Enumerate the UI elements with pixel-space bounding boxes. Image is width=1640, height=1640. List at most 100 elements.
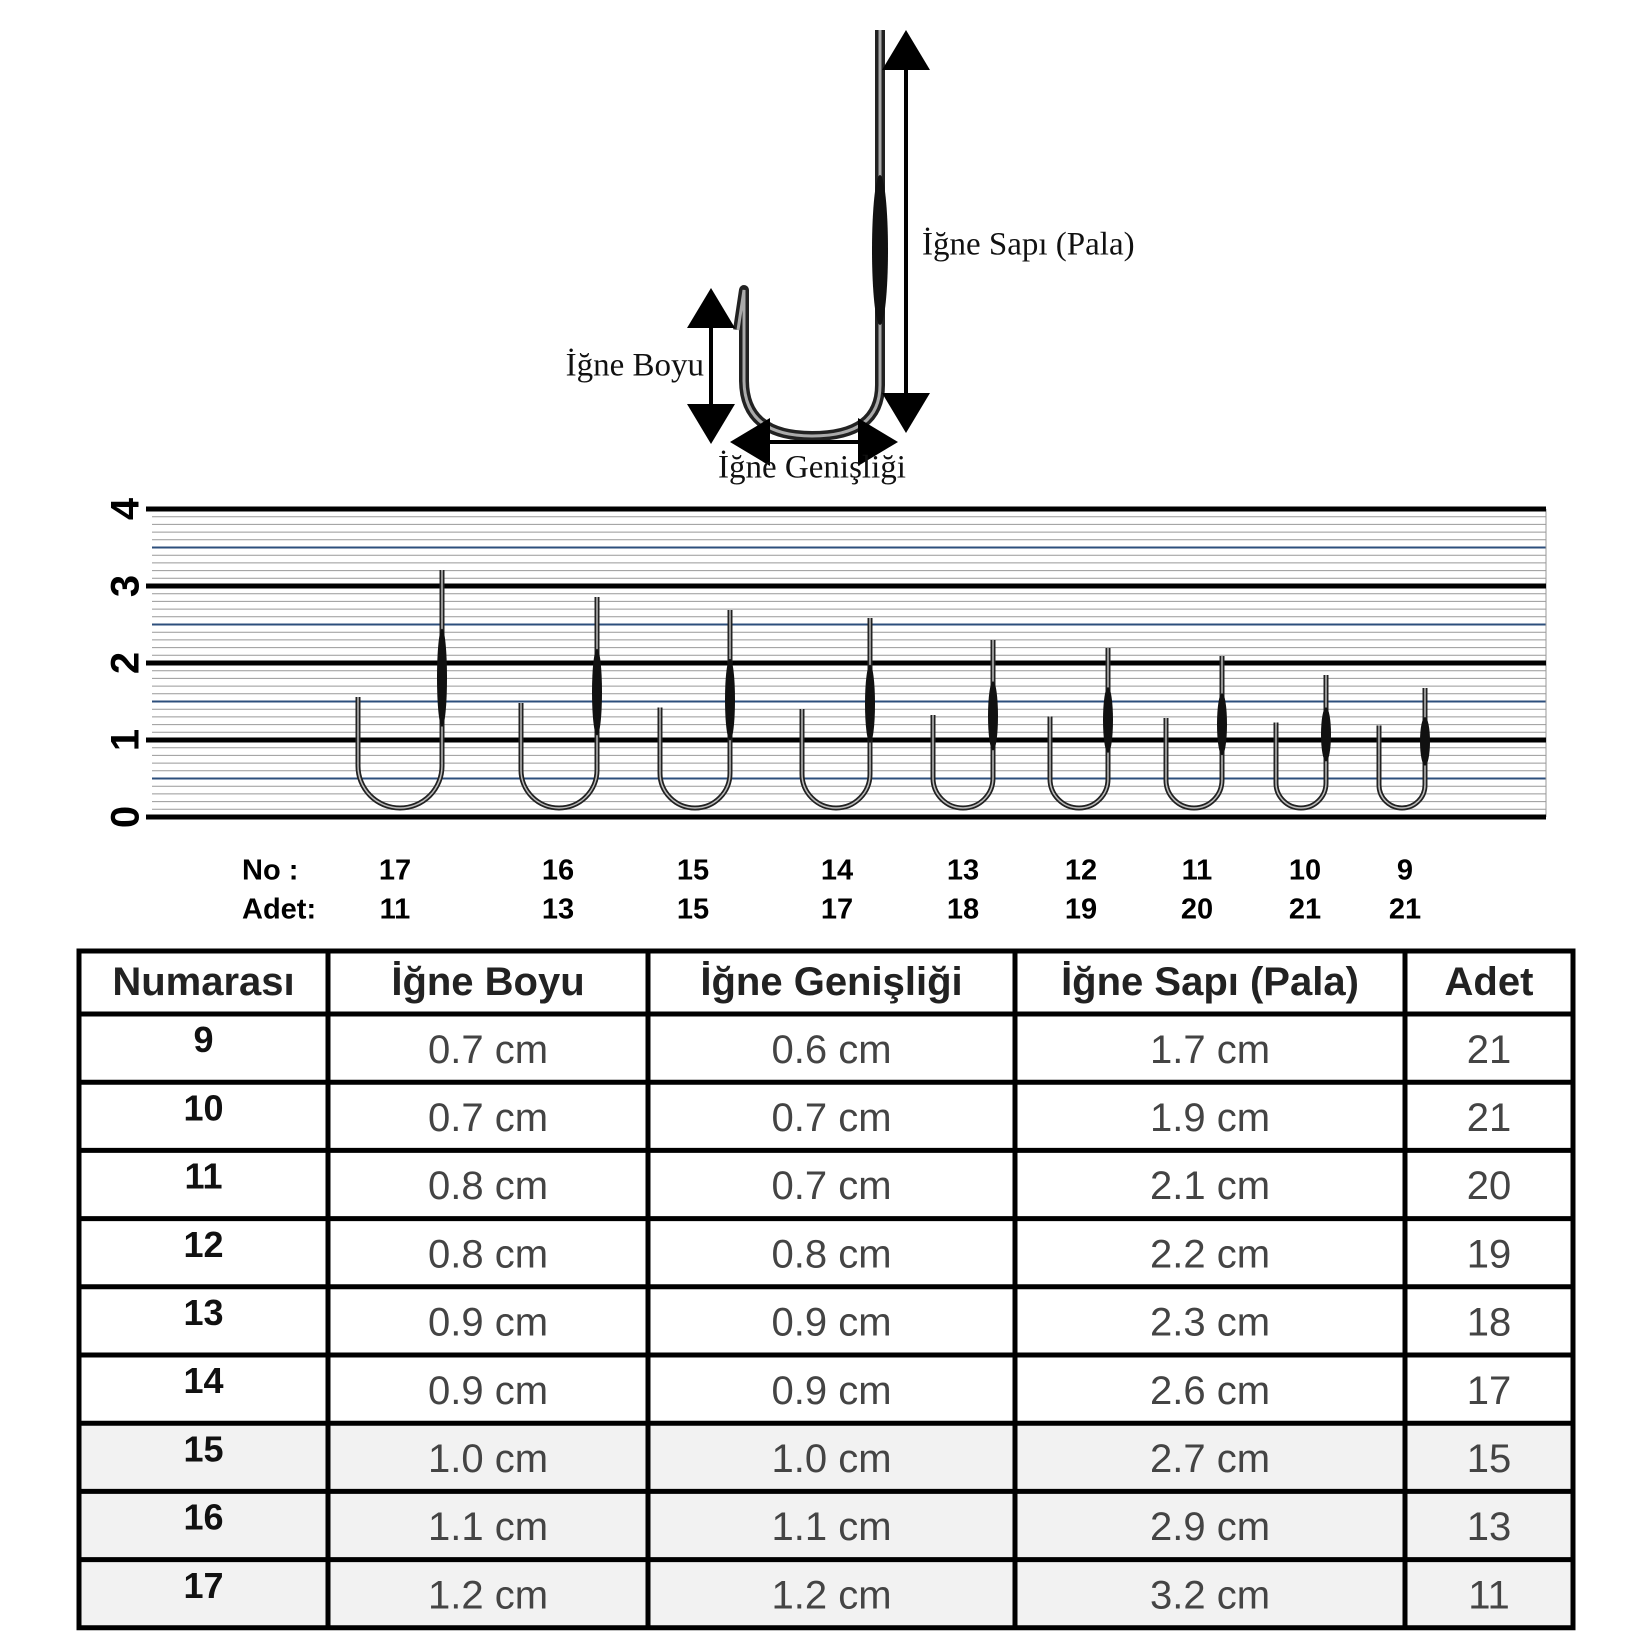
hook-shine <box>1049 648 1109 809</box>
header-cell: İğne Genişliği <box>700 960 962 1004</box>
hook-number: 9 <box>1397 855 1413 887</box>
number-cell: 12 <box>183 1224 223 1265</box>
number-cell: 10 <box>183 1087 223 1128</box>
value-cell: 1.1 cm <box>428 1505 548 1549</box>
hook-number: 12 <box>1065 855 1097 887</box>
value-cell: 0.7 cm <box>428 1096 548 1140</box>
value-cell: 0.9 cm <box>428 1369 548 1413</box>
value-cell: 13 <box>1467 1505 1512 1549</box>
header-cell: İğne Sapı (Pala) <box>1061 960 1359 1004</box>
hook-number: 13 <box>947 855 979 887</box>
value-cell: 11 <box>1468 1573 1510 1617</box>
value-cell: 17 <box>1467 1369 1512 1413</box>
value-cell: 0.9 cm <box>771 1301 891 1345</box>
hook-number: 10 <box>1289 855 1321 887</box>
header-cell: İğne Boyu <box>391 960 584 1004</box>
hook-shine <box>801 618 871 809</box>
value-cell: 0.7 cm <box>771 1164 891 1208</box>
no-label: No : <box>242 855 298 887</box>
number-cell: 11 <box>184 1156 222 1197</box>
number-cell: 14 <box>183 1360 223 1401</box>
value-cell: 1.9 cm <box>1150 1096 1270 1140</box>
number-cell: 15 <box>183 1428 223 1469</box>
value-cell: 19 <box>1467 1232 1512 1276</box>
hook-shank <box>725 658 735 741</box>
value-cell: 0.6 cm <box>771 1028 891 1072</box>
value-cell: 1.2 cm <box>771 1573 891 1617</box>
value-cell: 1.0 cm <box>771 1437 891 1481</box>
value-cell: 1.1 cm <box>771 1505 891 1549</box>
hook-count: 13 <box>542 894 574 926</box>
hook-count: 21 <box>1389 894 1421 926</box>
value-cell: 2.2 cm <box>1150 1232 1270 1276</box>
hook-shank <box>1103 687 1113 753</box>
hook-number: 16 <box>542 855 574 887</box>
value-cell: 1.2 cm <box>428 1573 548 1617</box>
hooks <box>355 570 1430 811</box>
shank-label: İğne Sapı (Pala) <box>922 227 1135 263</box>
hook-count: 17 <box>821 894 853 926</box>
hook-shine <box>357 570 443 809</box>
value-cell: 0.9 cm <box>771 1369 891 1413</box>
value-cell: 0.8 cm <box>771 1232 891 1276</box>
width-label: İğne Genişliği <box>718 450 906 486</box>
hook-number: 14 <box>821 855 853 887</box>
hook-labels: No : Adet: 17 11 16 13 15 15 14 17 13 18 12 19 11 20 10 2… <box>242 855 1421 926</box>
hook <box>1047 648 1111 811</box>
number-cell: 9 <box>193 1019 213 1060</box>
hook-shine <box>1275 675 1327 809</box>
value-cell: 0.7 cm <box>428 1028 548 1072</box>
ruler: 0 1 2 3 4 <box>104 497 1547 828</box>
hook-count: 20 <box>1181 894 1213 926</box>
ruler-tick-label: 4 <box>104 497 148 520</box>
hook-count: 21 <box>1289 894 1321 926</box>
hook-number: 17 <box>379 855 411 887</box>
hook-shank <box>1420 717 1430 766</box>
value-cell: 21 <box>1467 1028 1512 1072</box>
value-cell: 0.9 cm <box>428 1301 548 1345</box>
hook-shank <box>1217 693 1227 756</box>
value-cell: 1.7 cm <box>1150 1028 1270 1072</box>
hook-count: 18 <box>947 894 979 926</box>
hook-shank <box>437 628 447 727</box>
value-cell: 20 <box>1467 1164 1512 1208</box>
length-label: İğne Boyu <box>566 348 704 384</box>
hook-shine <box>1165 656 1223 809</box>
ruler-tick-label: 1 <box>104 729 148 751</box>
ruler-tick-label: 3 <box>104 575 148 597</box>
hook-count: 19 <box>1065 894 1097 926</box>
value-cell: 2.9 cm <box>1150 1505 1270 1549</box>
header-cell: Numarası <box>112 960 294 1004</box>
value-cell: 2.6 cm <box>1150 1369 1270 1413</box>
hook-shank <box>1321 707 1331 762</box>
ruler-tick-label: 0 <box>104 806 148 828</box>
hook-count: 15 <box>677 894 709 926</box>
value-cell: 1.0 cm <box>428 1437 548 1481</box>
value-cell: 2.3 cm <box>1150 1301 1270 1345</box>
hook-number: 11 <box>1182 855 1213 887</box>
hook-shine <box>1378 688 1426 809</box>
number-cell: 16 <box>183 1497 223 1538</box>
value-cell: 0.7 cm <box>771 1096 891 1140</box>
hook-shine <box>520 597 598 809</box>
value-cell: 21 <box>1467 1096 1512 1140</box>
value-cell: 15 <box>1467 1437 1512 1481</box>
value-cell: 18 <box>1467 1301 1512 1345</box>
hook-shine <box>659 610 731 809</box>
number-cell: 17 <box>183 1565 223 1606</box>
value-cell: 2.1 cm <box>1150 1164 1270 1208</box>
ruler-tick-label: 2 <box>104 652 148 674</box>
value-cell: 2.7 cm <box>1150 1437 1270 1481</box>
header-cell: Adet <box>1445 960 1534 1004</box>
hook-count: 11 <box>380 894 411 926</box>
hook-shine <box>932 640 994 809</box>
hook <box>355 570 445 811</box>
hook-shank <box>865 664 875 743</box>
number-cell: 13 <box>183 1292 223 1333</box>
hook-diagram: İğne Sapı (Pala) İğne Boyu İğne Genişliğ… <box>566 29 1135 486</box>
value-cell: 0.8 cm <box>428 1164 548 1208</box>
value-cell: 0.8 cm <box>428 1232 548 1276</box>
hook-shank <box>988 681 998 751</box>
